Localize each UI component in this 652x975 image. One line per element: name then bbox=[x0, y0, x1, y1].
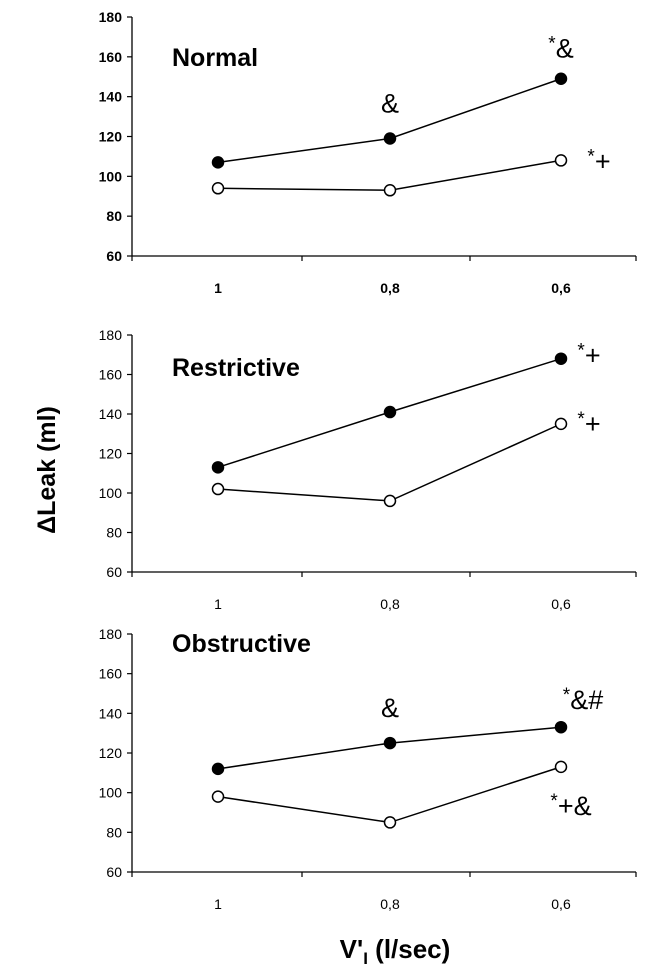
data-point-filled bbox=[211, 762, 225, 776]
annotation-symbols: + bbox=[585, 341, 601, 371]
y-tick-label: 120 bbox=[99, 129, 123, 145]
y-tick-label: 60 bbox=[106, 864, 122, 880]
x-axis-label-base: V' bbox=[340, 934, 364, 964]
y-axis-label: ΔLeak (ml) bbox=[33, 406, 61, 534]
data-point-open bbox=[554, 417, 568, 431]
y-tick-label: 140 bbox=[99, 705, 123, 721]
y-tick-label: 120 bbox=[99, 446, 123, 462]
annotation-asterisk: * bbox=[548, 34, 556, 55]
y-tick-label: 160 bbox=[99, 49, 123, 65]
y-tick-label: 120 bbox=[99, 745, 123, 761]
data-point-filled bbox=[554, 720, 568, 734]
annotation-symbols: +& bbox=[558, 791, 592, 821]
y-tick-label: 60 bbox=[106, 248, 122, 264]
significance-annotation: & bbox=[381, 693, 399, 723]
y-tick-label: 140 bbox=[99, 406, 123, 422]
x-tick-label: 0,8 bbox=[380, 596, 400, 612]
significance-annotation: *+ bbox=[577, 341, 600, 371]
y-tick-label: 80 bbox=[106, 525, 122, 541]
y-tick-label: 160 bbox=[99, 666, 123, 682]
y-tick-label: 180 bbox=[99, 327, 123, 343]
data-point-filled bbox=[211, 156, 225, 169]
significance-annotation: *+ bbox=[577, 409, 600, 439]
significance-annotation: & bbox=[381, 88, 399, 118]
y-tick-label: 180 bbox=[99, 626, 123, 642]
x-tick-label: 1 bbox=[214, 596, 222, 612]
y-tick-label: 180 bbox=[99, 9, 123, 25]
x-tick-label: 1 bbox=[214, 280, 222, 296]
panel-title: Obstructive bbox=[172, 630, 311, 658]
significance-annotation: *&# bbox=[563, 685, 603, 715]
y-tick-label: 100 bbox=[99, 485, 123, 501]
y-tick-label: 100 bbox=[99, 785, 123, 801]
x-tick-label: 0,6 bbox=[551, 896, 571, 912]
y-tick-label: 160 bbox=[99, 367, 123, 383]
y-tick-label: 80 bbox=[106, 208, 122, 224]
data-point-open bbox=[383, 184, 397, 197]
data-point-open bbox=[554, 154, 568, 167]
x-axis-label: V'I (l/sec) bbox=[340, 934, 451, 968]
data-point-open bbox=[211, 482, 225, 496]
data-point-filled bbox=[211, 461, 225, 474]
data-point-filled bbox=[554, 72, 568, 85]
annotation-symbols: + bbox=[595, 146, 611, 176]
significance-annotation: *+& bbox=[550, 791, 591, 821]
data-point-open bbox=[383, 494, 397, 508]
data-point-open bbox=[211, 790, 225, 803]
x-axis-label-unit: (l/sec) bbox=[368, 934, 450, 964]
x-tick-label: 1 bbox=[214, 896, 222, 912]
x-tick-label: 0,6 bbox=[551, 280, 571, 296]
annotation-asterisk: * bbox=[577, 409, 585, 430]
annotation-symbols: + bbox=[585, 409, 601, 439]
y-tick-label: 140 bbox=[99, 89, 123, 105]
annotation-asterisk: * bbox=[563, 685, 571, 706]
y-tick-label: 100 bbox=[99, 168, 123, 184]
data-point-open bbox=[211, 182, 225, 195]
significance-annotation: *+ bbox=[587, 146, 610, 176]
series-line-open bbox=[217, 423, 562, 502]
data-point-open bbox=[554, 760, 568, 774]
x-tick-label: 0,8 bbox=[380, 280, 400, 296]
data-point-filled bbox=[383, 736, 397, 750]
annotation-asterisk: * bbox=[550, 791, 558, 812]
x-axis-label-subscript: I bbox=[363, 949, 368, 968]
y-tick-label: 80 bbox=[106, 824, 122, 840]
x-tick-label: 0,8 bbox=[380, 896, 400, 912]
annotation-asterisk: * bbox=[577, 341, 585, 362]
data-point-open bbox=[383, 816, 397, 829]
panel-title: Restrictive bbox=[172, 354, 300, 382]
data-point-filled bbox=[383, 405, 397, 419]
panel-title: Normal bbox=[172, 44, 258, 72]
significance-annotation: *& bbox=[548, 34, 573, 64]
series-line-open bbox=[217, 766, 562, 824]
data-point-filled bbox=[554, 352, 568, 365]
y-tick-label: 60 bbox=[106, 564, 122, 580]
annotation-asterisk: * bbox=[587, 146, 595, 167]
x-tick-label: 0,6 bbox=[551, 596, 571, 612]
data-point-filled bbox=[383, 132, 397, 145]
annotation-symbols: &# bbox=[570, 685, 603, 715]
annotation-symbols: & bbox=[556, 34, 574, 64]
